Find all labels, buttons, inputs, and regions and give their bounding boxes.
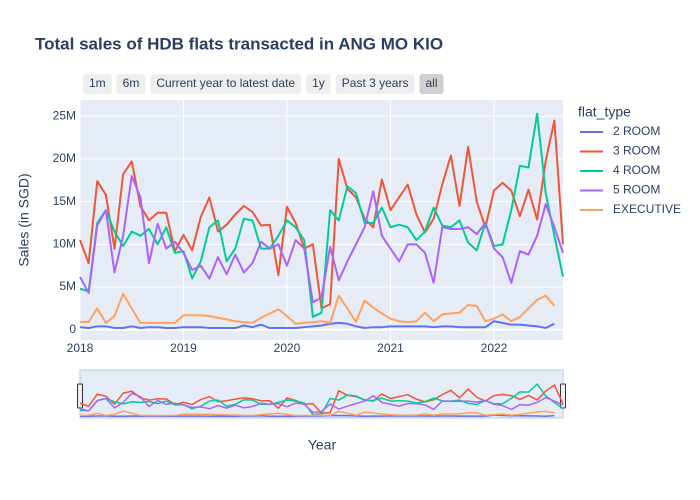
range-button-bg[interactable]: [150, 74, 302, 94]
y-tick-label: 15M: [53, 194, 76, 208]
range-slider-handle[interactable]: [77, 383, 83, 409]
legend-label: 3 ROOM: [613, 144, 660, 158]
range-button[interactable]: 6m: [116, 74, 146, 94]
x-axis-title: Year: [308, 437, 337, 453]
range-button-bg[interactable]: [116, 74, 146, 94]
slider-line: [79, 383, 564, 416]
x-tick-label: 2022: [481, 341, 508, 355]
legend-label: EXECUTIVE: [613, 202, 681, 216]
range-button[interactable]: 1y: [306, 74, 331, 94]
range-button[interactable]: all: [419, 74, 444, 94]
range-button[interactable]: 1m: [83, 74, 112, 94]
range-button-bg[interactable]: [335, 74, 415, 94]
legend-label: 2 ROOM: [613, 124, 660, 138]
range-button-label[interactable]: Current year to latest date: [156, 76, 295, 90]
x-tick-label: 2020: [274, 341, 301, 355]
range-button-bg[interactable]: [306, 74, 331, 94]
range-button[interactable]: Current year to latest date: [150, 74, 302, 94]
y-tick-label: 5M: [59, 279, 76, 293]
range-button-label[interactable]: all: [425, 76, 437, 90]
legend-title: flat_type: [578, 104, 631, 120]
y-tick-label: 10M: [53, 237, 76, 251]
range-button-bg[interactable]: [83, 74, 112, 94]
y-tick-label: 0: [69, 322, 76, 336]
range-button-label[interactable]: Past 3 years: [342, 76, 409, 90]
range-button-bg[interactable]: [419, 74, 444, 94]
range-button-label[interactable]: 1m: [89, 76, 106, 90]
legend-label: 4 ROOM: [613, 163, 660, 177]
x-tick-label: 2021: [377, 341, 404, 355]
slider-line: [80, 410, 555, 417]
range-button[interactable]: Past 3 years: [335, 74, 415, 94]
x-tick-label: 2019: [170, 341, 197, 355]
series-line: [79, 112, 564, 318]
y-tick-label: 20M: [53, 151, 76, 165]
series-line: [79, 320, 555, 330]
series-line: [79, 175, 564, 304]
chart-title: Total sales of HDB flats transacted in A…: [35, 34, 443, 53]
series-line: [80, 292, 556, 325]
slider-line: [79, 392, 564, 414]
range-button-label[interactable]: 1y: [312, 76, 325, 90]
y-tick-label: 25M: [53, 108, 76, 122]
legend-label: 5 ROOM: [613, 183, 660, 197]
x-tick-label: 2018: [67, 341, 94, 355]
range-button-label[interactable]: 6m: [123, 76, 140, 90]
y-axis-title: Sales (in SGD): [16, 173, 32, 266]
